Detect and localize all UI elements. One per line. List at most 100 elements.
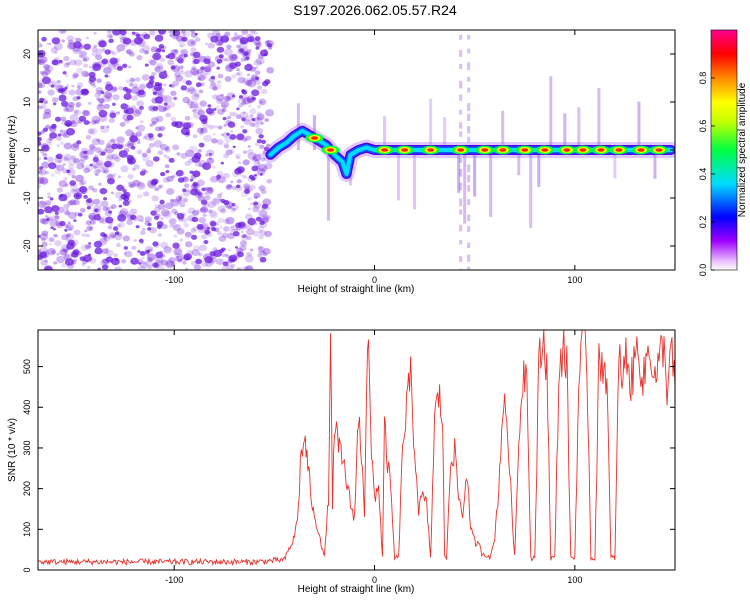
trace-hotspot-core bbox=[401, 148, 409, 152]
noise-speckle bbox=[256, 138, 262, 144]
noise-speckle bbox=[91, 160, 101, 169]
noise-speckle bbox=[139, 251, 146, 256]
noise-speckle bbox=[93, 154, 99, 160]
noise-speckle bbox=[182, 79, 188, 84]
noise-speckle bbox=[218, 176, 227, 184]
noise-speckle bbox=[253, 116, 263, 124]
noise-speckle bbox=[217, 217, 224, 224]
noise-speckle bbox=[116, 50, 121, 54]
noise-speckle bbox=[81, 109, 90, 116]
noise-speckle bbox=[46, 42, 50, 46]
noise-speckle bbox=[160, 217, 164, 221]
noise-speckle bbox=[45, 217, 50, 222]
noise-speckle bbox=[38, 59, 42, 65]
noise-speckle bbox=[48, 80, 57, 88]
noise-speckle bbox=[106, 96, 113, 102]
noise-speckle bbox=[148, 142, 155, 148]
bottom-y-tick-label: 0 bbox=[22, 567, 32, 572]
noise-speckle bbox=[227, 184, 233, 189]
noise-speckle bbox=[56, 187, 64, 193]
vertical-streak bbox=[397, 150, 401, 201]
noise-speckle bbox=[199, 223, 209, 231]
noise-speckle bbox=[157, 150, 164, 156]
noise-speckle bbox=[244, 57, 249, 61]
noise-speckle bbox=[140, 219, 144, 223]
noise-speckle bbox=[74, 109, 82, 116]
noise-speckle bbox=[234, 61, 241, 67]
noise-speckle bbox=[159, 143, 168, 151]
noise-speckle bbox=[194, 190, 204, 198]
noise-speckle bbox=[123, 251, 128, 255]
noise-speckle bbox=[80, 147, 89, 154]
noise-speckle bbox=[158, 104, 162, 108]
noise-speckle bbox=[248, 207, 252, 211]
noise-speckle bbox=[153, 156, 160, 162]
noise-speckle bbox=[215, 33, 221, 38]
noise-speckle bbox=[103, 103, 110, 109]
noise-speckle bbox=[233, 34, 240, 40]
noise-speckle bbox=[80, 190, 86, 195]
noise-speckle bbox=[39, 178, 49, 186]
noise-speckle bbox=[185, 80, 192, 86]
noise-speckle bbox=[253, 192, 261, 199]
noise-speckle bbox=[67, 200, 74, 206]
noise-speckle bbox=[82, 63, 89, 68]
noise-speckle bbox=[223, 142, 229, 148]
noise-speckle bbox=[223, 124, 227, 127]
noise-speckle bbox=[221, 232, 229, 239]
sparse-band bbox=[459, 224, 463, 232]
noise-speckle bbox=[132, 109, 141, 117]
noise-speckle bbox=[95, 86, 103, 94]
noise-speckle bbox=[56, 144, 61, 147]
noise-speckle bbox=[169, 223, 174, 228]
noise-speckle bbox=[192, 57, 196, 61]
noise-speckle bbox=[93, 44, 98, 48]
noise-speckle bbox=[200, 127, 205, 132]
noise-speckle bbox=[56, 164, 65, 172]
noise-speckle bbox=[173, 96, 177, 100]
noise-speckle bbox=[47, 89, 55, 96]
noise-speckle-group bbox=[38, 30, 275, 270]
noise-speckle bbox=[157, 104, 161, 108]
noise-speckle bbox=[249, 108, 257, 115]
noise-speckle bbox=[39, 246, 48, 254]
noise-speckle bbox=[47, 216, 53, 221]
noise-speckle bbox=[224, 37, 229, 42]
noise-speckle bbox=[129, 135, 138, 143]
noise-speckle bbox=[157, 184, 163, 189]
noise-speckle bbox=[202, 253, 212, 261]
noise-speckle bbox=[247, 145, 251, 148]
noise-speckle bbox=[42, 152, 48, 157]
sparse-band bbox=[459, 122, 463, 129]
noise-speckle bbox=[249, 202, 253, 205]
noise-speckle bbox=[100, 90, 104, 93]
noise-speckle bbox=[225, 184, 233, 191]
noise-speckle bbox=[147, 222, 152, 227]
noise-speckle bbox=[102, 148, 108, 153]
noise-speckle bbox=[257, 245, 263, 251]
noise-speckle bbox=[190, 52, 196, 57]
noise-speckle bbox=[256, 159, 260, 162]
noise-speckle bbox=[61, 39, 65, 43]
noise-speckle bbox=[63, 153, 72, 161]
noise-speckle bbox=[260, 157, 266, 162]
noise-speckle bbox=[196, 127, 204, 134]
noise-speckle bbox=[70, 121, 78, 128]
noise-speckle bbox=[200, 127, 208, 134]
noise-speckle bbox=[232, 145, 236, 149]
noise-speckle bbox=[49, 242, 53, 246]
noise-speckle bbox=[181, 36, 188, 42]
noise-speckle bbox=[114, 266, 122, 270]
noise-speckle bbox=[200, 234, 208, 240]
noise-speckle bbox=[103, 197, 108, 201]
noise-speckle bbox=[264, 162, 273, 170]
noise-speckle bbox=[79, 207, 86, 213]
noise-speckle bbox=[88, 127, 98, 135]
noise-speckle bbox=[146, 253, 156, 261]
noise-speckle bbox=[141, 74, 150, 81]
noise-speckle bbox=[256, 161, 261, 165]
noise-speckle bbox=[96, 78, 102, 83]
bottom-y-tick-label: 300 bbox=[22, 440, 32, 455]
noise-speckle bbox=[186, 100, 194, 106]
noise-speckle bbox=[230, 225, 234, 229]
